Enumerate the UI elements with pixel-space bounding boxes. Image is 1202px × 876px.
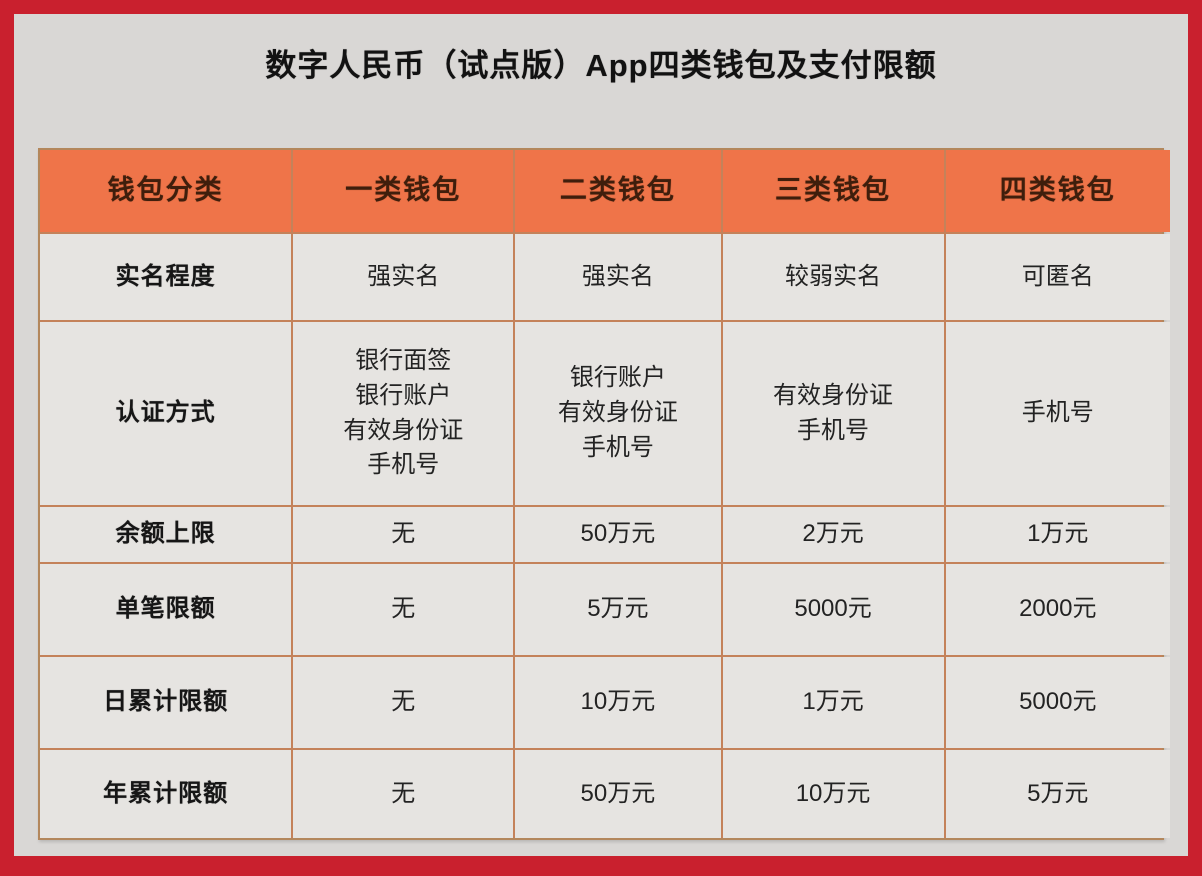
cell-yearly-class2: 50万元 [515,750,721,838]
cell-daily-class4: 5000元 [945,657,1170,748]
content-panel: 数字人民币（试点版）App四类钱包及支付限额 钱包分类 一类钱包 二类钱包 三类… [14,14,1188,856]
cell-daily-class3: 1万元 [722,657,944,748]
cell-auth-class4: 手机号 [945,322,1170,505]
column-header-class1-wallet: 一类钱包 [293,150,514,232]
cell-yearly-class4: 5万元 [945,750,1170,838]
cell-balance-class4: 1万元 [945,507,1170,562]
row-label-daily-limit: 日累计限额 [40,657,292,748]
cell-single-class2: 5万元 [515,564,721,655]
page-title: 数字人民币（试点版）App四类钱包及支付限额 [265,48,937,83]
cell-realname-class1: 强实名 [293,234,514,320]
cell-yearly-class1: 无 [293,750,514,838]
cell-balance-class1: 无 [293,507,514,562]
column-header-class2-wallet: 二类钱包 [515,150,721,232]
row-label-yearly-limit: 年累计限额 [40,750,292,838]
cell-auth-class1: 银行面签 银行账户 有效身份证 手机号 [293,322,514,505]
cell-realname-class4: 可匿名 [945,234,1170,320]
cell-single-class3: 5000元 [722,564,944,655]
cell-single-class4: 2000元 [945,564,1170,655]
cell-daily-class2: 10万元 [515,657,721,748]
cell-balance-class3: 2万元 [722,507,944,562]
row-label-auth-method: 认证方式 [40,322,292,505]
cell-realname-class3: 较弱实名 [722,234,944,320]
cell-daily-class1: 无 [293,657,514,748]
column-header-class3-wallet: 三类钱包 [722,150,944,232]
cell-balance-class2: 50万元 [515,507,721,562]
row-label-single-limit: 单笔限额 [40,564,292,655]
wallet-limits-table: 钱包分类 一类钱包 二类钱包 三类钱包 四类钱包 实名程度 强实名 强实名 较弱… [38,148,1170,840]
cell-yearly-class3: 10万元 [722,750,944,838]
column-header-wallet-category: 钱包分类 [40,150,292,232]
cell-realname-class2: 强实名 [515,234,721,320]
cell-auth-class2: 银行账户 有效身份证 手机号 [515,322,721,505]
cell-single-class1: 无 [293,564,514,655]
column-header-class4-wallet: 四类钱包 [945,150,1170,232]
cell-auth-class3: 有效身份证 手机号 [722,322,944,505]
row-label-realname-level: 实名程度 [40,234,292,320]
row-label-balance-cap: 余额上限 [40,507,292,562]
